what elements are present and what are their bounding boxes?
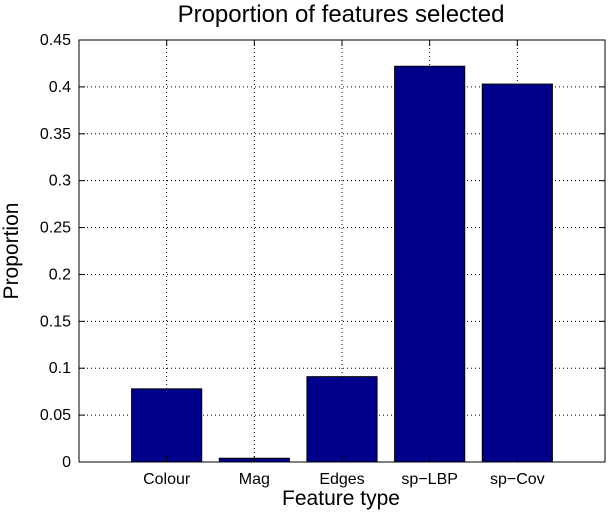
x-tick-label: sp−LBP xyxy=(401,471,457,488)
x-axis-label: Feature type xyxy=(282,487,400,510)
y-tick-label: 0.4 xyxy=(49,79,71,96)
x-tick-label: Mag xyxy=(239,471,270,488)
bars xyxy=(131,65,553,463)
y-tick-label: 0.45 xyxy=(40,32,71,49)
bar-5 xyxy=(481,83,553,463)
y-tick-label: 0.15 xyxy=(40,313,71,330)
bar-4 xyxy=(394,65,466,463)
x-tick-label: sp−Cov xyxy=(490,471,545,488)
y-tick-labels: 0 0.05 0.1 0.15 0.2 0.25 0.3 0.35 0.4 0.45 xyxy=(40,32,71,471)
y-tick-label: 0.2 xyxy=(49,266,71,283)
x-tick-label: Colour xyxy=(143,471,191,488)
bar-1 xyxy=(131,388,203,463)
y-tick-label: 0.35 xyxy=(40,126,71,143)
y-axis-label: Proportion xyxy=(0,203,23,300)
y-tick-label: 0.1 xyxy=(49,360,71,377)
ticks xyxy=(79,39,605,463)
y-tick-label: 0 xyxy=(62,454,71,471)
bar-3 xyxy=(306,376,378,463)
y-tick-label: 0.05 xyxy=(40,407,71,424)
x-tick-labels: Colour Mag Edges sp−LBP sp−Cov xyxy=(143,471,545,488)
y-tick-label: 0.25 xyxy=(40,220,71,237)
chart-title: Proportion of features selected xyxy=(178,1,505,28)
x-tick-label: Edges xyxy=(319,471,364,488)
y-tick-label: 0.3 xyxy=(49,173,71,190)
